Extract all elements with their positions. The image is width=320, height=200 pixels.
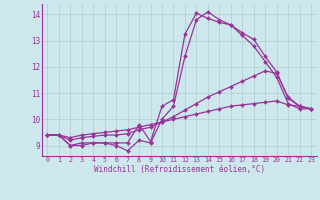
X-axis label: Windchill (Refroidissement éolien,°C): Windchill (Refroidissement éolien,°C) bbox=[94, 165, 265, 174]
